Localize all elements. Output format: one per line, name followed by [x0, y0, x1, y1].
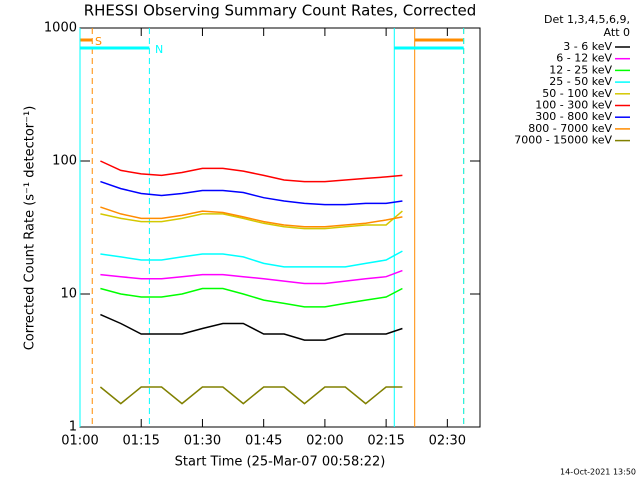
x-tick-label: 02:00: [306, 434, 343, 449]
x-tick-label: 01:00: [61, 434, 98, 449]
chart-title: RHESSI Observing Summary Count Rates, Co…: [84, 2, 477, 20]
legend-label: 7000 - 15000 keV: [514, 134, 612, 147]
series-line: [100, 206, 403, 228]
legend-label: 25 - 50 keV: [549, 75, 612, 88]
legend-label: 3 - 6 keV: [563, 40, 612, 53]
series-line: [100, 210, 403, 230]
x-tick-label: 01:45: [245, 434, 282, 449]
legend-title: Att 0: [604, 26, 630, 39]
series-line: [100, 269, 403, 285]
series-line: [100, 250, 403, 268]
legend-label: 800 - 7000 keV: [528, 122, 612, 135]
flag-label: N: [155, 43, 163, 56]
y-tick-label: 1000: [44, 21, 77, 36]
series-line: [100, 180, 403, 206]
series-line: [99, 386, 403, 405]
y-tick-label: 1: [69, 420, 77, 435]
legend-label: 6 - 12 keV: [556, 52, 612, 65]
y-axis-label: Corrected Count Rate (s⁻¹ detector⁻¹): [23, 106, 38, 351]
x-tick-label: 02:30: [429, 434, 466, 449]
series-line: [100, 160, 403, 183]
legend-label: 12 - 25 keV: [549, 63, 612, 76]
x-tick-label: 01:30: [184, 434, 221, 449]
y-tick-label: 100: [52, 154, 77, 169]
x-tick-label: 02:15: [367, 434, 404, 449]
x-axis-label: Start Time (25-Mar-07 00:58:22): [175, 455, 386, 470]
flag-label: S: [95, 35, 102, 48]
y-tick-label: 10: [60, 287, 77, 302]
legend-label: 100 - 300 keV: [535, 99, 612, 112]
legend-label: 50 - 100 keV: [542, 87, 612, 100]
series-line: [100, 287, 403, 308]
legend-label: 300 - 800 keV: [535, 110, 612, 123]
series-line: [100, 313, 403, 341]
legend-title: Det 1,3,4,5,6,9,: [544, 13, 630, 26]
footer: 14-Oct-2021 13:50: [560, 468, 636, 477]
x-tick-label: 01:15: [122, 434, 159, 449]
